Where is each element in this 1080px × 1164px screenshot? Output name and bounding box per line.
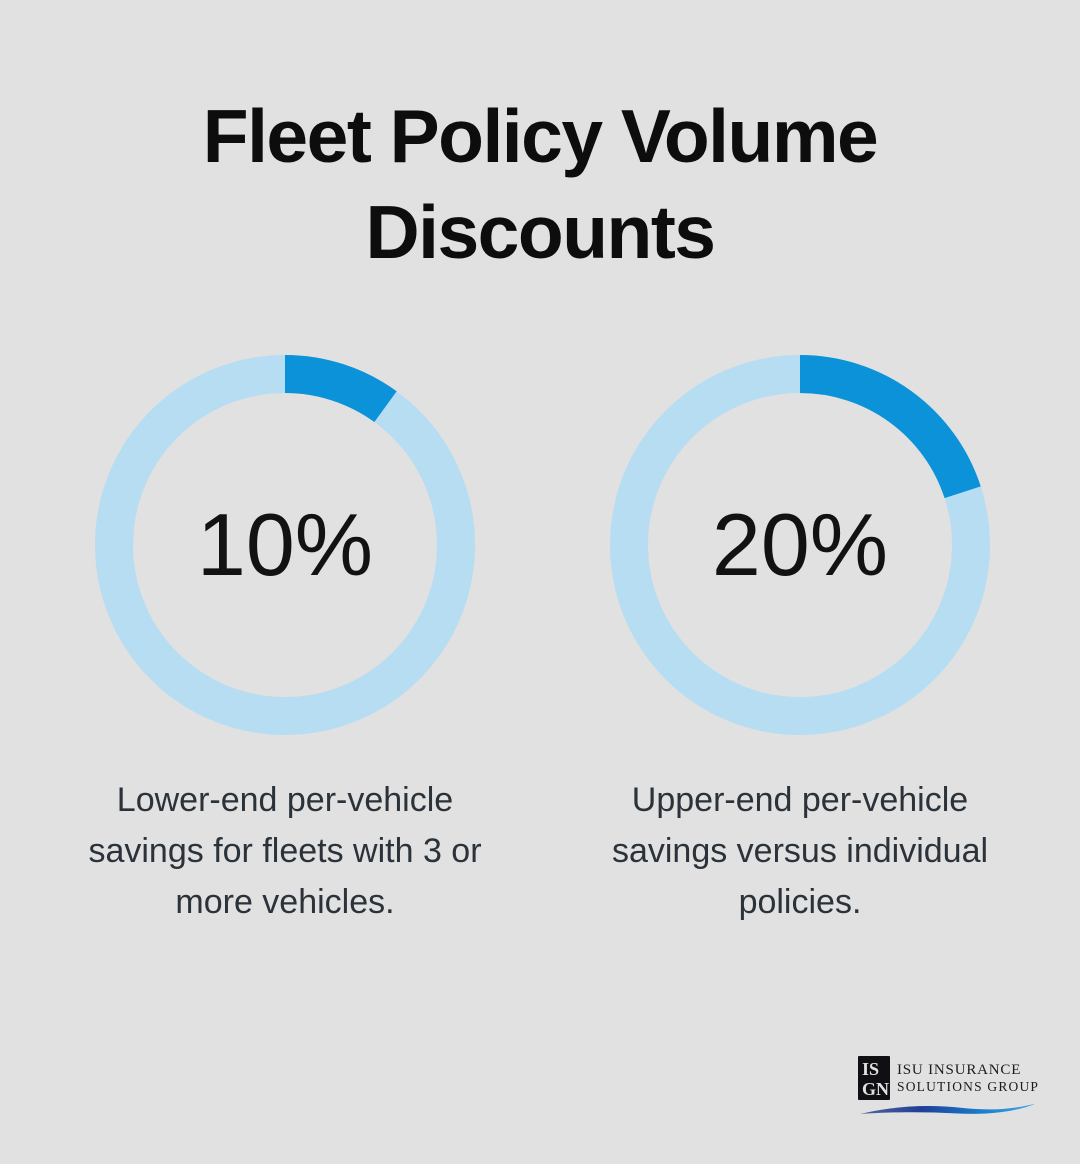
logo-swoosh-icon — [860, 1103, 1036, 1114]
caption-line: savings for fleets with 3 or — [88, 832, 482, 870]
caption-line: Lower-end per-vehicle — [116, 781, 454, 819]
company-logo: IS GN ISU INSURANCE SOLUTIONS GROUP — [858, 1056, 1040, 1118]
logo-text-line2: SOLUTIONS GROUP — [897, 1078, 1040, 1094]
donut-chart-lower-end: 10% Lower-end per-vehicle savings for fle… — [45, 355, 525, 928]
donut-10-percent: 10% — [95, 355, 475, 735]
donut-charts-row: 10% Lower-end per-vehicle savings for fle… — [0, 355, 1080, 928]
logo-text: ISU INSURANCE SOLUTIONS GROUP — [897, 1062, 1039, 1095]
caption-line: more vehicles. — [175, 883, 395, 921]
donut-value-label: 20% — [711, 495, 889, 594]
monogram-bottom-letters: GN — [862, 1079, 889, 1099]
logo-row: IS GN ISU INSURANCE SOLUTIONS GROUP — [858, 1056, 1040, 1100]
title-block: Fleet Policy Volume Discounts — [0, 88, 1080, 280]
caption-line: Upper-end per-vehicle — [631, 781, 969, 819]
donut-svg — [95, 355, 475, 735]
donut-value-label: 10% — [196, 495, 374, 594]
page-title-line2: Discounts — [365, 190, 716, 274]
donut-chart-upper-end: 20% Upper-end per-vehicle savings versus … — [560, 355, 1040, 928]
isu-monogram-icon: IS GN — [858, 1056, 890, 1100]
page-title-line1: Fleet Policy Volume — [202, 94, 879, 178]
page-title: Fleet Policy Volume Discounts — [0, 88, 1080, 280]
donut-svg — [610, 355, 990, 735]
donut-segment — [95, 355, 475, 735]
monogram-top-letters: IS — [862, 1059, 879, 1079]
donut-caption: Upper-end per-vehicle savings versus indi… — [612, 775, 988, 928]
caption-line: savings versus individual — [611, 832, 989, 870]
donut-segment — [610, 355, 990, 735]
donut-20-percent: 20% — [610, 355, 990, 735]
caption-line: policies. — [738, 883, 862, 921]
logo-text-line1: ISU INSURANCE — [897, 1061, 1022, 1078]
donut-caption: Lower-end per-vehicle savings for fleets … — [88, 775, 481, 928]
